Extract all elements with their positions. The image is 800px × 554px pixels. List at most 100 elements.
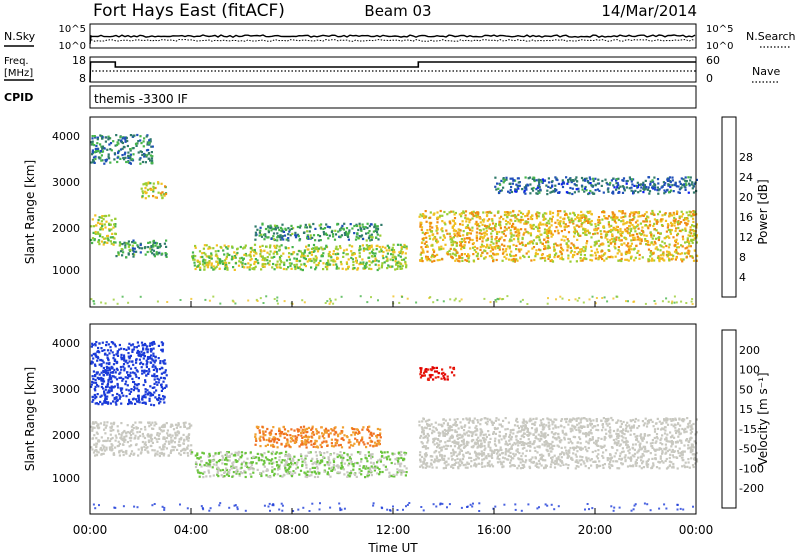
data-cell xyxy=(350,472,353,475)
data-cell xyxy=(298,260,301,263)
data-cell xyxy=(673,295,676,298)
data-cell xyxy=(236,470,239,473)
data-cell xyxy=(595,297,598,299)
data-cell xyxy=(550,190,553,193)
data-cell xyxy=(581,259,584,262)
data-cell xyxy=(248,462,251,465)
data-cell xyxy=(652,243,655,246)
data-cell xyxy=(389,265,392,269)
data-cell xyxy=(453,213,456,216)
data-cell xyxy=(516,228,519,231)
data-cell xyxy=(310,253,313,256)
data-cell xyxy=(616,185,619,188)
data-cell xyxy=(491,218,494,221)
data-cell xyxy=(103,392,106,395)
data-cell xyxy=(129,401,132,404)
data-cell xyxy=(521,243,524,247)
data-cell xyxy=(539,257,542,260)
data-cell xyxy=(135,358,138,361)
data-cell xyxy=(366,472,370,475)
data-cell xyxy=(378,245,381,249)
data-cell xyxy=(691,298,694,300)
data-cell xyxy=(133,385,136,388)
data-cell xyxy=(149,247,152,250)
data-cell xyxy=(456,251,459,254)
data-cell xyxy=(306,235,310,239)
data-cell xyxy=(284,469,287,472)
data-cell xyxy=(689,211,692,214)
data-cell xyxy=(486,214,489,217)
power-yticks: 1000 2000 3000 4000 xyxy=(52,130,80,277)
data-cell xyxy=(278,464,281,467)
data-cell xyxy=(92,161,95,164)
data-cell xyxy=(352,468,355,471)
data-cell xyxy=(685,217,688,220)
data-cell xyxy=(490,254,493,258)
data-cell xyxy=(450,210,453,213)
data-cell xyxy=(454,297,457,300)
data-cell xyxy=(126,371,129,374)
data-cell xyxy=(598,219,601,222)
data-cell xyxy=(254,437,258,440)
data-cell xyxy=(90,360,93,363)
data-cell xyxy=(113,396,116,400)
data-cell xyxy=(689,226,692,229)
data-cell xyxy=(223,261,226,265)
data-cell xyxy=(335,263,338,266)
data-cell xyxy=(100,347,103,350)
data-cell xyxy=(101,147,104,150)
data-cell xyxy=(289,264,292,267)
data-cell xyxy=(315,246,318,249)
data-cell xyxy=(125,452,128,455)
data-cell xyxy=(489,301,492,304)
data-cell xyxy=(249,255,252,258)
data-cell xyxy=(620,243,623,246)
data-cell xyxy=(95,431,98,434)
data-cell xyxy=(245,462,248,465)
data-cell xyxy=(188,422,191,425)
power-colorbar-tick: 16 xyxy=(739,211,753,224)
data-cell xyxy=(615,188,618,191)
data-cell xyxy=(685,180,688,183)
data-cell xyxy=(494,299,497,301)
data-cell xyxy=(671,257,674,260)
data-cell xyxy=(339,228,342,231)
freq-panel xyxy=(89,56,697,83)
data-cell xyxy=(153,342,156,345)
data-cell xyxy=(403,470,406,473)
data-cell xyxy=(538,227,541,230)
data-cell xyxy=(353,267,356,270)
data-cell xyxy=(665,244,668,248)
data-cell xyxy=(163,193,166,196)
data-cell xyxy=(127,240,130,243)
data-cell xyxy=(343,231,346,235)
data-cell xyxy=(218,261,222,264)
data-cell xyxy=(149,349,153,352)
data-cell xyxy=(528,240,531,243)
data-cell xyxy=(216,472,219,475)
data-cell xyxy=(107,362,111,365)
data-cell xyxy=(603,215,606,218)
data-cell xyxy=(263,265,266,268)
data-cell xyxy=(495,188,498,191)
data-cell xyxy=(555,298,557,301)
data-cell xyxy=(286,472,289,475)
data-cell xyxy=(313,475,317,479)
data-cell xyxy=(266,236,269,239)
data-cell xyxy=(262,463,265,466)
data-cell xyxy=(625,250,628,253)
data-cell xyxy=(147,241,150,244)
data-cell xyxy=(265,245,268,248)
data-cell xyxy=(190,452,193,455)
data-cell xyxy=(340,467,343,470)
data-cell xyxy=(451,252,455,255)
data-cell xyxy=(231,467,234,470)
data-cell xyxy=(310,259,313,263)
data-cell xyxy=(101,359,104,362)
data-cell xyxy=(420,246,423,249)
data-cell xyxy=(567,257,570,260)
data-cell xyxy=(435,241,439,244)
data-cell xyxy=(90,362,93,365)
data-cell xyxy=(635,244,638,247)
data-cell xyxy=(311,466,314,469)
